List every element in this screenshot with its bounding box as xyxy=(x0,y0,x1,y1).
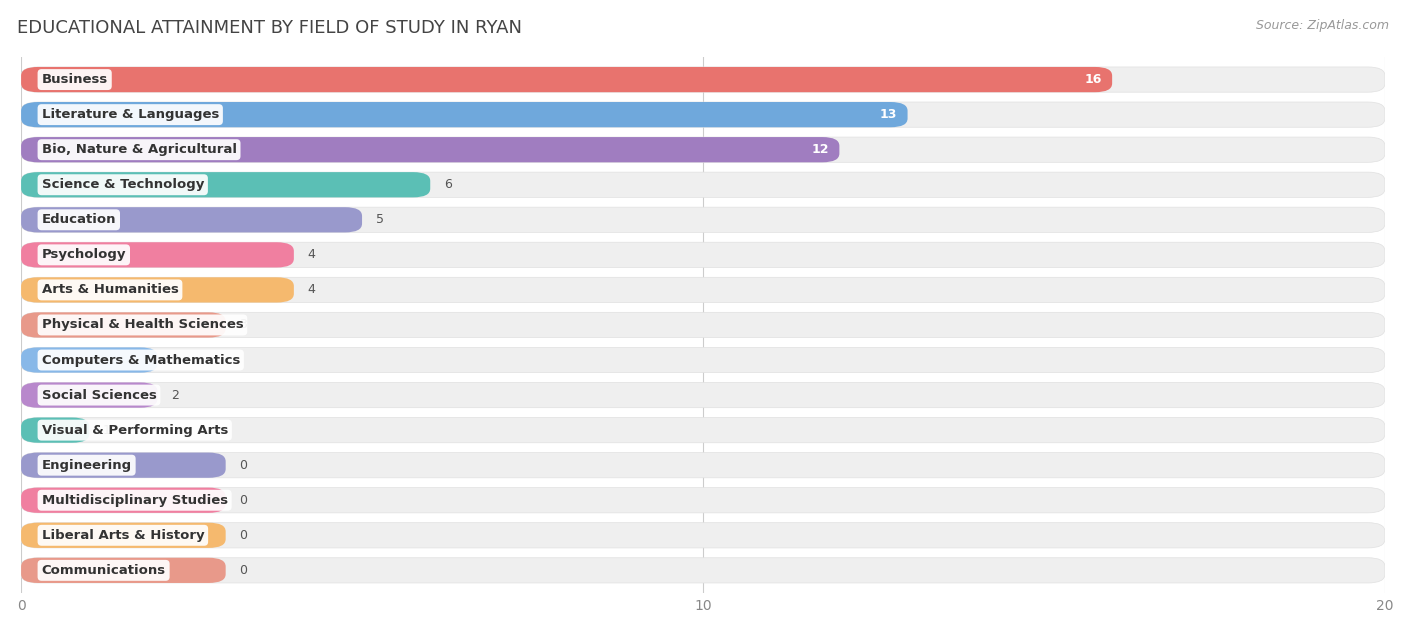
Text: Communications: Communications xyxy=(42,564,166,577)
FancyBboxPatch shape xyxy=(21,488,1385,513)
FancyBboxPatch shape xyxy=(21,348,157,373)
FancyBboxPatch shape xyxy=(21,488,226,513)
FancyBboxPatch shape xyxy=(21,172,1385,198)
FancyBboxPatch shape xyxy=(21,558,226,583)
FancyBboxPatch shape xyxy=(21,348,1385,373)
Text: 4: 4 xyxy=(308,249,315,261)
Text: 0: 0 xyxy=(239,564,247,577)
FancyBboxPatch shape xyxy=(21,102,908,127)
Text: Physical & Health Sciences: Physical & Health Sciences xyxy=(42,319,243,331)
FancyBboxPatch shape xyxy=(21,418,90,443)
FancyBboxPatch shape xyxy=(21,137,1385,162)
FancyBboxPatch shape xyxy=(21,67,1112,92)
Text: Multidisciplinary Studies: Multidisciplinary Studies xyxy=(42,493,228,507)
Text: Liberal Arts & History: Liberal Arts & History xyxy=(42,529,204,542)
Text: 5: 5 xyxy=(375,213,384,227)
Text: EDUCATIONAL ATTAINMENT BY FIELD OF STUDY IN RYAN: EDUCATIONAL ATTAINMENT BY FIELD OF STUDY… xyxy=(17,19,522,37)
FancyBboxPatch shape xyxy=(21,382,157,408)
FancyBboxPatch shape xyxy=(21,207,1385,232)
Text: Social Sciences: Social Sciences xyxy=(42,389,156,401)
Text: Computers & Mathematics: Computers & Mathematics xyxy=(42,353,240,367)
Text: Literature & Languages: Literature & Languages xyxy=(42,108,219,121)
FancyBboxPatch shape xyxy=(21,102,1385,127)
FancyBboxPatch shape xyxy=(21,522,226,548)
Text: 2: 2 xyxy=(172,353,179,367)
FancyBboxPatch shape xyxy=(21,522,1385,548)
Text: Bio, Nature & Agricultural: Bio, Nature & Agricultural xyxy=(42,143,236,156)
Text: Education: Education xyxy=(42,213,117,227)
Text: 6: 6 xyxy=(444,178,451,191)
FancyBboxPatch shape xyxy=(21,452,226,478)
FancyBboxPatch shape xyxy=(21,312,1385,338)
Text: 4: 4 xyxy=(308,283,315,297)
FancyBboxPatch shape xyxy=(21,558,1385,583)
Text: Psychology: Psychology xyxy=(42,249,127,261)
Text: Source: ZipAtlas.com: Source: ZipAtlas.com xyxy=(1256,19,1389,32)
FancyBboxPatch shape xyxy=(21,277,294,302)
FancyBboxPatch shape xyxy=(21,67,1385,92)
Text: 3: 3 xyxy=(239,319,247,331)
FancyBboxPatch shape xyxy=(21,277,1385,302)
Text: 0: 0 xyxy=(239,493,247,507)
FancyBboxPatch shape xyxy=(21,452,1385,478)
Text: Visual & Performing Arts: Visual & Performing Arts xyxy=(42,423,228,437)
FancyBboxPatch shape xyxy=(21,418,1385,443)
Text: 16: 16 xyxy=(1084,73,1102,86)
Text: Science & Technology: Science & Technology xyxy=(42,178,204,191)
FancyBboxPatch shape xyxy=(21,137,839,162)
Text: 13: 13 xyxy=(880,108,897,121)
Text: Business: Business xyxy=(42,73,108,86)
Text: 1: 1 xyxy=(103,423,111,437)
Text: Arts & Humanities: Arts & Humanities xyxy=(42,283,179,297)
FancyBboxPatch shape xyxy=(21,382,1385,408)
Text: 0: 0 xyxy=(239,459,247,472)
FancyBboxPatch shape xyxy=(21,242,294,268)
Text: 0: 0 xyxy=(239,529,247,542)
FancyBboxPatch shape xyxy=(21,207,363,232)
FancyBboxPatch shape xyxy=(21,312,226,338)
FancyBboxPatch shape xyxy=(21,242,1385,268)
Text: 12: 12 xyxy=(811,143,830,156)
Text: 2: 2 xyxy=(172,389,179,401)
Text: Engineering: Engineering xyxy=(42,459,132,472)
FancyBboxPatch shape xyxy=(21,172,430,198)
